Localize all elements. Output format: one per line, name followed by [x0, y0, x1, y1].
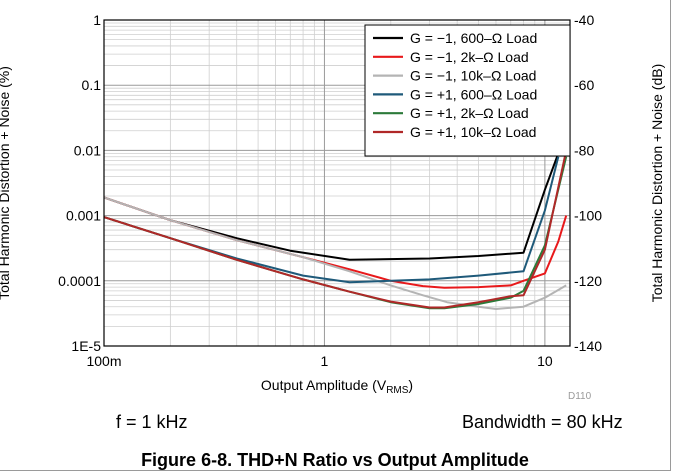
- y-tick-label-left: 0.1: [82, 77, 102, 93]
- legend-box: [364, 24, 571, 157]
- figure-code: D110: [568, 391, 592, 402]
- y-tick-label-left: 0.001: [66, 208, 101, 224]
- left-tick-labels: 1 0.1 0.01 0.001 0.0001 1E-5: [58, 12, 101, 354]
- x-tick-label: 1: [321, 353, 329, 369]
- right-tick-labels: -40 -60 -80 -100 -120 -140: [574, 12, 602, 354]
- y-tick-label-left: 0.0001: [58, 273, 101, 289]
- legend-label: G = −1, 10k–Ω Load: [410, 68, 536, 84]
- legend-label: G = −1, 600–Ω Load: [410, 30, 537, 46]
- bandwidth-condition: Bandwidth = 80 kHz: [462, 412, 623, 432]
- y-tick-label-right: -120: [574, 273, 602, 289]
- legend: G = −1, 600–Ω Load G = −1, 2k–Ω Load G = −…: [364, 24, 571, 157]
- y-axis-label-right: Total Harmonic Distortion + Noise (dB): [649, 64, 665, 302]
- series-lines: [103, 150, 568, 310]
- series-line: [103, 153, 560, 261]
- y-tick-label-right: -40: [574, 12, 594, 28]
- series-line: [103, 150, 568, 309]
- x-tick-labels: 100m 1 10: [86, 353, 552, 369]
- y-tick-label-left: 1: [93, 12, 101, 28]
- frequency-condition: f = 1 kHz: [116, 412, 188, 432]
- x-tick-label: 100m: [86, 353, 121, 369]
- plot-border: [103, 19, 571, 347]
- thdn-chart: 1 0.1 0.01 0.001 0.0001 1E-5 -40 -60 -80 -100 -12…: [0, 12, 665, 402]
- figure-caption: Figure 6-8. THD+N Ratio vs Output Amplit…: [141, 450, 529, 470]
- legend-label: G = +1, 600–Ω Load: [410, 86, 537, 102]
- y-tick-label-right: -140: [574, 338, 602, 354]
- series-line: [103, 196, 567, 310]
- series-line: [103, 156, 560, 284]
- legend-label: G = −1, 2k–Ω Load: [410, 49, 529, 65]
- y-axis-label-left: Total Harmonic Distortion + Noise (%): [0, 66, 12, 300]
- legend-label: G = +1, 2k–Ω Load: [410, 105, 529, 121]
- y-tick-label-left: 0.01: [74, 142, 101, 158]
- y-tick-label-right: -100: [574, 208, 602, 224]
- y-tick-label-right: -80: [574, 142, 594, 158]
- y-tick-label-left: 1E-5: [71, 338, 101, 354]
- x-axis-label-subscript: RMS: [386, 385, 409, 396]
- x-axis-label-main: Output Amplitude (V: [261, 377, 387, 393]
- legend-label: G = +1, 10k–Ω Load: [410, 124, 536, 140]
- x-axis-label-close: ): [408, 377, 413, 393]
- x-tick-label: 10: [537, 353, 553, 369]
- x-axis-label: Output Amplitude (VRMS): [261, 377, 413, 396]
- y-tick-label-right: -60: [574, 77, 594, 93]
